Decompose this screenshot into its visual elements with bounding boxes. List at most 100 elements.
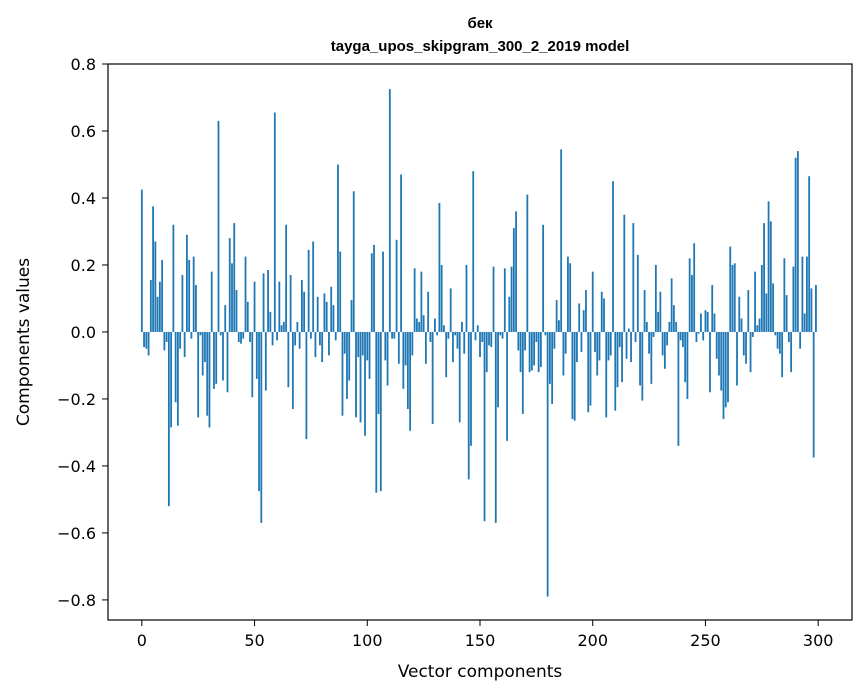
bar	[763, 223, 765, 332]
bar	[325, 301, 328, 332]
bar	[551, 331, 554, 404]
bar	[149, 280, 152, 332]
bar	[449, 288, 452, 332]
bar	[375, 331, 378, 493]
bar	[154, 241, 157, 332]
bar	[472, 171, 475, 332]
bar	[695, 331, 698, 342]
bar	[625, 331, 628, 359]
bar	[767, 201, 770, 332]
bar	[278, 281, 281, 332]
bar	[727, 331, 729, 403]
bar	[237, 331, 240, 342]
bar	[285, 224, 288, 332]
bar	[632, 223, 635, 332]
bar	[172, 224, 175, 332]
bar	[488, 331, 490, 346]
bar	[156, 296, 159, 332]
bar	[501, 331, 504, 339]
bar	[188, 259, 191, 332]
bar	[736, 331, 738, 386]
bar	[307, 249, 310, 332]
bar	[181, 275, 184, 332]
bar	[310, 331, 312, 339]
bar	[424, 331, 427, 364]
bar	[197, 331, 200, 418]
bar	[337, 164, 339, 332]
bar	[361, 331, 364, 356]
bar	[463, 331, 466, 354]
bar	[355, 331, 357, 418]
bar	[467, 331, 470, 480]
y-tick-label: 0.8	[71, 55, 96, 74]
bar	[555, 300, 558, 332]
bar	[210, 271, 213, 332]
bar	[677, 331, 680, 446]
bar	[264, 331, 267, 391]
bar	[803, 313, 806, 332]
bar	[573, 331, 576, 421]
bar	[774, 331, 777, 336]
bar	[183, 331, 186, 358]
bar	[733, 263, 736, 332]
bar	[319, 331, 321, 346]
bar	[167, 331, 170, 507]
bar	[778, 331, 781, 354]
bar	[517, 331, 520, 351]
bar	[772, 283, 774, 332]
bar	[623, 214, 626, 332]
bar	[411, 331, 414, 356]
bar	[769, 221, 772, 332]
bar	[594, 331, 596, 353]
bar	[476, 325, 479, 332]
bar	[291, 331, 294, 409]
bar	[465, 264, 468, 332]
bar	[316, 296, 319, 332]
bar	[388, 89, 391, 332]
bar	[539, 331, 542, 368]
bar	[506, 331, 508, 441]
bar	[346, 331, 348, 399]
bar	[715, 331, 718, 359]
bar	[815, 285, 817, 332]
bar	[406, 331, 409, 409]
bar	[576, 331, 578, 363]
bar	[553, 331, 556, 349]
bar	[222, 331, 224, 381]
bar	[368, 331, 371, 379]
bar	[300, 280, 303, 332]
bar	[648, 331, 650, 354]
bar	[758, 318, 761, 332]
bar	[641, 331, 644, 401]
bar	[571, 331, 574, 420]
bar	[208, 331, 211, 428]
bar	[427, 291, 430, 332]
bar	[409, 331, 412, 431]
bar	[528, 331, 531, 373]
bar	[217, 120, 220, 332]
bar	[722, 331, 725, 420]
bar	[244, 256, 247, 332]
bar	[152, 206, 154, 332]
bar	[215, 331, 218, 384]
bar	[195, 285, 197, 332]
bar	[145, 331, 148, 349]
bar	[546, 331, 549, 597]
bar	[273, 112, 276, 332]
bar	[706, 311, 709, 332]
bar	[233, 223, 236, 332]
bar	[199, 331, 202, 336]
y-axis-label: Components values	[14, 258, 34, 426]
bar	[521, 331, 524, 415]
bar	[420, 271, 423, 332]
bar	[497, 331, 499, 408]
bar	[512, 228, 515, 332]
bar	[276, 331, 278, 341]
bar	[765, 293, 768, 332]
bar	[314, 331, 317, 358]
bar	[170, 331, 173, 428]
bar	[533, 331, 536, 366]
bar	[544, 331, 547, 336]
bar	[312, 241, 315, 332]
bar	[262, 273, 265, 332]
